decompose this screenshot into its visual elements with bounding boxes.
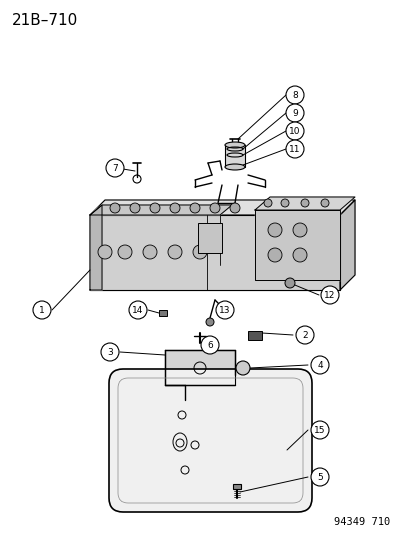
Text: 15: 15 [313, 426, 325, 435]
Circle shape [292, 223, 306, 237]
Circle shape [310, 356, 328, 374]
Text: 3: 3 [107, 348, 113, 357]
Circle shape [285, 140, 303, 158]
Circle shape [280, 199, 288, 207]
FancyBboxPatch shape [197, 223, 221, 253]
Text: 9: 9 [292, 109, 297, 118]
Text: 21B–710: 21B–710 [12, 12, 78, 28]
Text: 14: 14 [132, 306, 143, 315]
Polygon shape [90, 205, 102, 290]
FancyBboxPatch shape [224, 145, 244, 167]
Polygon shape [90, 215, 339, 290]
Text: 4: 4 [316, 361, 322, 370]
Circle shape [267, 248, 281, 262]
Text: 6: 6 [206, 341, 212, 350]
Circle shape [300, 199, 308, 207]
Circle shape [285, 104, 303, 122]
Polygon shape [254, 197, 354, 210]
Circle shape [230, 203, 240, 213]
Circle shape [320, 199, 328, 207]
Circle shape [263, 199, 271, 207]
Circle shape [216, 301, 233, 319]
Circle shape [150, 203, 159, 213]
Text: 94349 710: 94349 710 [333, 517, 389, 527]
FancyBboxPatch shape [159, 310, 166, 316]
Circle shape [235, 361, 249, 375]
Polygon shape [165, 350, 235, 385]
Circle shape [285, 122, 303, 140]
Polygon shape [90, 205, 231, 215]
Circle shape [33, 301, 51, 319]
Circle shape [190, 203, 199, 213]
Circle shape [320, 286, 338, 304]
FancyBboxPatch shape [247, 331, 261, 340]
Text: 11: 11 [289, 145, 300, 154]
Text: 1: 1 [39, 306, 45, 315]
Circle shape [292, 248, 306, 262]
Circle shape [209, 203, 219, 213]
Circle shape [284, 278, 294, 288]
Circle shape [168, 245, 182, 259]
Circle shape [129, 301, 147, 319]
Circle shape [130, 203, 140, 213]
Text: 5: 5 [316, 473, 322, 482]
Circle shape [118, 245, 132, 259]
Text: 13: 13 [219, 306, 230, 315]
Polygon shape [90, 200, 354, 215]
Circle shape [170, 203, 180, 213]
Text: 2: 2 [301, 331, 307, 340]
Circle shape [310, 421, 328, 439]
Circle shape [142, 245, 157, 259]
Circle shape [206, 318, 214, 326]
Circle shape [201, 336, 218, 354]
Circle shape [295, 326, 313, 344]
Circle shape [98, 245, 112, 259]
Polygon shape [339, 200, 354, 290]
Circle shape [310, 468, 328, 486]
Text: 8: 8 [292, 91, 297, 100]
Ellipse shape [224, 164, 244, 170]
Circle shape [106, 159, 124, 177]
Text: 12: 12 [323, 291, 335, 300]
Text: 10: 10 [289, 127, 300, 136]
Ellipse shape [224, 142, 244, 148]
FancyBboxPatch shape [109, 369, 311, 512]
Polygon shape [90, 205, 102, 290]
Polygon shape [254, 210, 339, 280]
Circle shape [285, 86, 303, 104]
Circle shape [101, 343, 119, 361]
Circle shape [192, 245, 206, 259]
Circle shape [110, 203, 120, 213]
Text: 7: 7 [112, 164, 118, 173]
FancyBboxPatch shape [233, 484, 240, 489]
Circle shape [267, 223, 281, 237]
